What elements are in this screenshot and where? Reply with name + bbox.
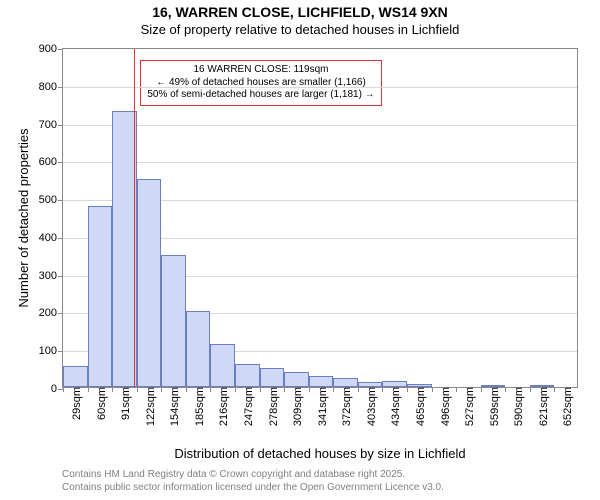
xtick-mark [186,387,187,392]
xtick-label: 122sqm [143,387,157,437]
marker-line [134,49,135,387]
xtick-mark [333,387,334,392]
xtick-mark [309,387,310,392]
histogram-bar [284,372,309,387]
xtick-label: 527sqm [462,387,476,437]
xtick-mark [530,387,531,392]
x-axis-label: Distribution of detached houses by size … [62,446,578,461]
ytick-label: 0 [51,383,63,395]
xtick-mark [407,387,408,392]
y-axis-label: Number of detached properties [16,48,31,388]
histogram-bar [88,206,113,387]
xtick-mark [63,387,64,392]
xtick-label: 91sqm [118,387,132,437]
xtick-mark [88,387,89,392]
xtick-mark [432,387,433,392]
histogram-bar [260,368,285,387]
histogram-bar [186,311,211,387]
credits-line1: Contains HM Land Registry data © Crown c… [62,468,444,481]
ytick-label: 700 [39,119,63,131]
xtick-label: 621sqm [536,387,550,437]
xtick-mark [137,387,138,392]
chart-title: 16, WARREN CLOSE, LICHFIELD, WS14 9XN [0,4,600,20]
xtick-label: 60sqm [94,387,108,437]
histogram-bar [112,111,137,387]
xtick-mark [284,387,285,392]
xtick-label: 154sqm [167,387,181,437]
xtick-mark [260,387,261,392]
annotation-line1: 16 WARREN CLOSE: 119sqm [147,64,374,77]
histogram-bar [333,378,358,387]
histogram-bar [63,366,88,387]
gridline [63,162,577,163]
xtick-label: 559sqm [487,387,501,437]
xtick-mark [481,387,482,392]
xtick-mark [382,387,383,392]
xtick-mark [210,387,211,392]
histogram-bar [309,376,334,387]
xtick-label: 496sqm [438,387,452,437]
chart-subtitle: Size of property relative to detached ho… [0,22,600,37]
annotation-box: 16 WARREN CLOSE: 119sqm ← 49% of detache… [140,60,381,106]
xtick-label: 185sqm [192,387,206,437]
xtick-label: 341sqm [315,387,329,437]
credits: Contains HM Land Registry data © Crown c… [62,468,444,494]
xtick-mark [456,387,457,392]
gridline [63,125,577,126]
chart-container: 16, WARREN CLOSE, LICHFIELD, WS14 9XN Si… [0,0,600,500]
annotation-line3: 50% of semi-detached houses are larger (… [147,89,374,102]
xtick-label: 278sqm [266,387,280,437]
ytick-label: 100 [39,345,63,357]
xtick-mark [161,387,162,392]
xtick-label: 29sqm [69,387,83,437]
ytick-label: 500 [39,194,63,206]
xtick-label: 247sqm [241,387,255,437]
ytick-label: 200 [39,307,63,319]
histogram-bar [235,364,260,387]
xtick-mark [505,387,506,392]
xtick-mark [112,387,113,392]
xtick-mark [358,387,359,392]
ytick-label: 400 [39,232,63,244]
xtick-label: 216sqm [216,387,230,437]
ytick-label: 800 [39,81,63,93]
ytick-label: 300 [39,270,63,282]
ytick-label: 900 [39,43,63,55]
ytick-label: 600 [39,156,63,168]
xtick-mark [235,387,236,392]
xtick-label: 309sqm [290,387,304,437]
plot-area: 16 WARREN CLOSE: 119sqm ← 49% of detache… [62,48,578,388]
xtick-label: 434sqm [388,387,402,437]
xtick-label: 590sqm [511,387,525,437]
gridline [63,87,577,88]
xtick-mark [554,387,555,392]
credits-line2: Contains public sector information licen… [62,481,444,494]
histogram-bar [137,179,162,387]
xtick-label: 403sqm [364,387,378,437]
histogram-bar [161,255,186,387]
histogram-bar [210,344,235,387]
xtick-label: 372sqm [339,387,353,437]
xtick-label: 465sqm [413,387,427,437]
xtick-label: 652sqm [560,387,574,437]
